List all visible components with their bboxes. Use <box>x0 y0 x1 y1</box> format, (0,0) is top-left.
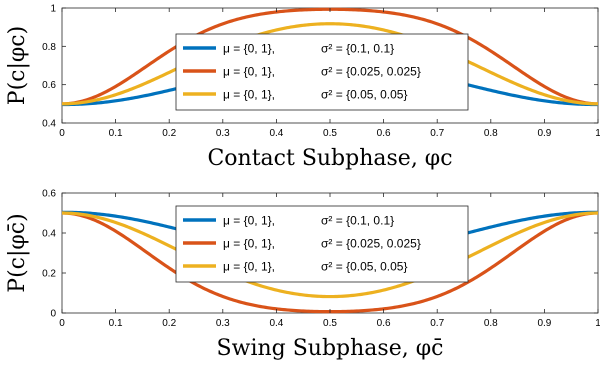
y-tick-label: 0.2 <box>42 269 56 280</box>
y-tick-label: 1 <box>50 4 56 15</box>
legend: μ = {0, 1}, σ² = {0.1, 0.1} μ = {0, 1}, σ² … <box>175 33 469 111</box>
y-axis-label: P(c|φc̄) <box>5 213 30 292</box>
x-tick-label: 0.9 <box>537 318 551 329</box>
chart-panel-1: 0 0.1 0.2 0.3 0.4 0.5 0.6 0.7 0.8 0.9 1 0.4 0.6 0.8 1 C… <box>5 4 600 172</box>
x-tick-label: 0.5 <box>323 318 337 329</box>
legend-mu-2: μ = {0, 1}, <box>223 65 275 79</box>
y-tick-label: 0.4 <box>42 229 56 240</box>
legend: μ = {0, 1}, σ² = {0.1, 0.1} μ = {0, 1}, σ² … <box>175 205 469 283</box>
x-tick-label: 0 <box>59 318 65 329</box>
legend-sigma-1: σ² = {0.1, 0.1} <box>321 42 394 56</box>
chart-panel-2: 0 0.1 0.2 0.3 0.4 0.5 0.6 0.7 0.8 0.9 1 0 0.2 0.4 0.6 S… <box>5 189 600 362</box>
legend-mu-1: μ = {0, 1}, <box>223 214 275 228</box>
legend-sigma-1: σ² = {0.1, 0.1} <box>321 214 394 228</box>
legend-box <box>175 205 469 283</box>
x-tick-label: 1 <box>595 318 600 329</box>
y-tick-label: 0.6 <box>42 189 56 200</box>
series-line-3 <box>61 22 599 106</box>
y-tick-label: 0.6 <box>42 80 56 91</box>
x-tick-label: 0.7 <box>430 128 444 139</box>
x-tick-label: 0.6 <box>377 128 391 139</box>
y-tick-label: 0 <box>50 309 56 320</box>
legend-mu-2: μ = {0, 1}, <box>223 237 275 251</box>
x-tick-label: 0.8 <box>484 128 498 139</box>
x-tick-label: 0.1 <box>109 318 123 329</box>
legend-sigma-2: σ² = {0.025, 0.025} <box>321 237 421 251</box>
x-tick-label: 0.9 <box>537 128 551 139</box>
x-tick-label: 0 <box>59 128 65 139</box>
legend-sigma-3: σ² = {0.05, 0.05} <box>321 88 407 102</box>
x-tick-label: 0.7 <box>430 318 444 329</box>
x-tick-label: 0.6 <box>377 318 391 329</box>
legend-mu-3: μ = {0, 1}, <box>223 88 275 102</box>
x-tick-label: 0.5 <box>323 128 337 139</box>
x-tick-label: 0.2 <box>162 128 176 139</box>
y-tick-label: 0.4 <box>42 119 56 130</box>
legend-sigma-2: σ² = {0.025, 0.025} <box>321 65 421 79</box>
x-tick-label: 0.3 <box>216 128 230 139</box>
legend-sigma-3: σ² = {0.05, 0.05} <box>321 260 407 274</box>
x-axis-label: Contact Subphase, φc <box>207 146 452 171</box>
legend-box <box>175 33 469 111</box>
x-axis-label: Swing Subphase, φc̄ <box>217 336 444 361</box>
x-tick-label: 0.8 <box>484 318 498 329</box>
legend-mu-1: μ = {0, 1}, <box>223 42 275 56</box>
series-line-3 <box>61 211 599 299</box>
x-tick-label: 0.4 <box>269 318 283 329</box>
legend-mu-3: μ = {0, 1}, <box>223 260 275 274</box>
x-tick-label: 1 <box>595 128 600 139</box>
x-tick-label: 0.1 <box>109 128 123 139</box>
x-tick-label: 0.2 <box>162 318 176 329</box>
y-axis-label: P(c|φc) <box>5 26 30 105</box>
x-tick-label: 0.4 <box>269 128 283 139</box>
x-tick-label: 0.3 <box>216 318 230 329</box>
y-tick-label: 0.8 <box>42 42 56 53</box>
